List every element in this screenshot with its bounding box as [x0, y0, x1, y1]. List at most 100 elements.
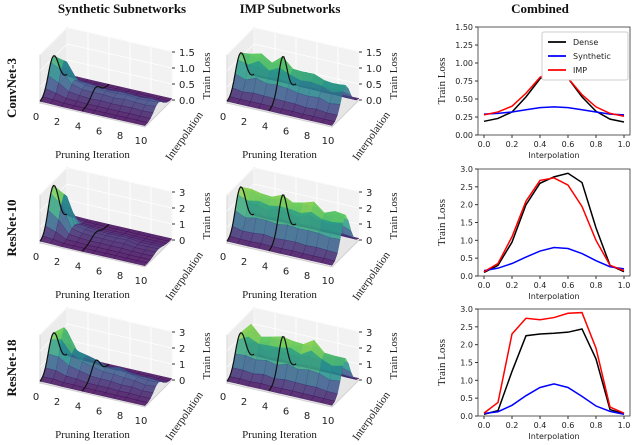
z-tick-label: 2 [366, 204, 372, 215]
series-line-series3 [483, 311, 625, 414]
grid-line [226, 167, 255, 196]
y-tick-label: 0.25 [455, 113, 473, 122]
y-tick-label: 3.0 [460, 165, 473, 174]
interpolation-curve [226, 186, 255, 242]
series-line-series1 [483, 328, 625, 415]
z-tick-label: 2 [366, 344, 372, 355]
x-tick-label: 0.6 [562, 140, 575, 149]
x-tick-label: 0.2 [506, 281, 519, 290]
z-tick-label: 3 [179, 188, 185, 199]
grid-line [253, 167, 360, 193]
z-tick-label: 3 [366, 188, 372, 199]
x-tick-label: 10 [322, 136, 335, 147]
y-tick-label: 2.5 [460, 323, 473, 332]
x-tick-label: 0.6 [562, 281, 575, 290]
interpolation-curve [39, 184, 68, 242]
y-tick-label: 1.0 [460, 376, 473, 385]
z-tick-label: 3 [179, 328, 185, 339]
z-axis-label: Train Loss [201, 193, 213, 240]
x-axis-label: Interpolation [528, 151, 579, 160]
x-tick-label: 0 [33, 392, 39, 403]
x-tick-label: 6 [283, 126, 289, 137]
z-tick-label: 0 [179, 236, 185, 247]
surface-patch [321, 118, 336, 126]
y-tick-label: 1.0 [460, 236, 473, 245]
interpolation-curve [39, 332, 68, 382]
grid-line [253, 27, 360, 53]
y-tick-label: 1.00 [455, 59, 473, 68]
x-tick-label: 0.4 [534, 140, 547, 149]
x-tick-label: 0.4 [534, 281, 547, 290]
title-combined: Combined [511, 1, 569, 16]
series-line-synthetic [483, 106, 625, 116]
z-tick-label: 1 [366, 360, 372, 371]
legend-label: IMP [573, 66, 587, 75]
x-tick-label: 2 [241, 257, 247, 268]
y-tick-label: 2.5 [460, 183, 473, 192]
surface-plot-synthetic-row2: 0 2 4 6 8 10 Pruning Iteration Interpolation 0 1 2… [33, 166, 213, 303]
row-label-convnet3: ConvNet-3 [4, 58, 19, 118]
interpolation-curve [226, 332, 255, 382]
x-tick-label: 6 [96, 406, 102, 417]
z-tick-label: 0.0 [366, 96, 382, 107]
z-tick-label: 1 [179, 360, 185, 371]
x-tick-label: 2 [54, 397, 60, 408]
x-tick-label: 2 [54, 257, 60, 268]
x-tick-label: 2 [241, 117, 247, 128]
z-axis-label: Train Loss [201, 333, 213, 380]
y-axis-label: Interpolation [350, 389, 393, 443]
grid-line [66, 167, 173, 193]
y-tick-label: 1.50 [455, 23, 473, 32]
y-tick-label: 2.0 [460, 341, 473, 350]
surface-patch [321, 258, 336, 266]
x-axis-label: Pruning Iteration [55, 429, 130, 441]
grid-line [253, 307, 360, 333]
y-tick-label: 0.0 [460, 272, 473, 281]
x-tick-label: 0.6 [562, 421, 575, 430]
x-tick-label: 0.2 [506, 421, 519, 430]
x-tick-label: 8 [117, 131, 123, 142]
y-tick-label: 0.5 [460, 254, 473, 263]
interpolation-curve [268, 194, 297, 252]
grid-line [39, 167, 68, 196]
interpolation-curve [268, 56, 297, 112]
surface-patch [321, 398, 336, 406]
x-tick-label: 6 [96, 126, 102, 137]
series-line-series1 [483, 172, 625, 274]
z-tick-label: 0.5 [179, 80, 195, 91]
surface-plot-synthetic-row1: 0 2 4 6 8 10 Pruning Iteration Interpolation 0.0… [33, 26, 213, 163]
grid-line [66, 43, 173, 69]
x-tick-label: 2 [241, 397, 247, 408]
x-axis-label: Pruning Iteration [242, 289, 317, 301]
z-axis-label: Train Loss [201, 53, 213, 100]
x-tick-label: 8 [304, 271, 310, 282]
x-tick-label: 4 [75, 402, 81, 413]
z-tick-label: 0.5 [366, 80, 382, 91]
x-tick-label: 1.0 [618, 281, 631, 290]
x-tick-label: 0 [220, 112, 226, 123]
x-axis-label: Interpolation [528, 432, 579, 441]
x-tick-label: 0 [220, 252, 226, 263]
x-tick-label: 0.8 [590, 281, 603, 290]
z-tick-label: 3 [366, 328, 372, 339]
combined-chart-row2: 0.0 0.2 0.4 0.6 0.8 1.0 0.0 0.5 1.0 1.5 2.0 2.5 3.0 I… [436, 165, 631, 301]
row-label-resnet18: ResNet-18 [4, 339, 19, 397]
x-tick-label: 0.0 [478, 140, 491, 149]
surface-patch [134, 260, 149, 266]
x-tick-label: 0 [220, 392, 226, 403]
surface-patch [134, 119, 149, 126]
y-tick-label: 0.00 [455, 131, 473, 140]
x-tick-label: 10 [135, 276, 148, 287]
y-tick-label: 0.75 [455, 77, 473, 86]
x-tick-label: 4 [262, 402, 268, 413]
y-axis-label: Train Loss [436, 339, 448, 386]
x-tick-label: 10 [135, 136, 148, 147]
grid-line [253, 323, 360, 349]
y-axis-label: Train Loss [436, 58, 448, 105]
z-tick-label: 2 [179, 344, 185, 355]
x-tick-label: 4 [262, 122, 268, 133]
x-tick-label: 0.0 [478, 421, 491, 430]
z-tick-label: 1 [366, 220, 372, 231]
surface-plot-synthetic-row3: 0 2 4 6 8 10 Pruning Iteration Interpolation 0 1 2… [33, 306, 213, 443]
z-tick-label: 1.5 [179, 48, 195, 59]
